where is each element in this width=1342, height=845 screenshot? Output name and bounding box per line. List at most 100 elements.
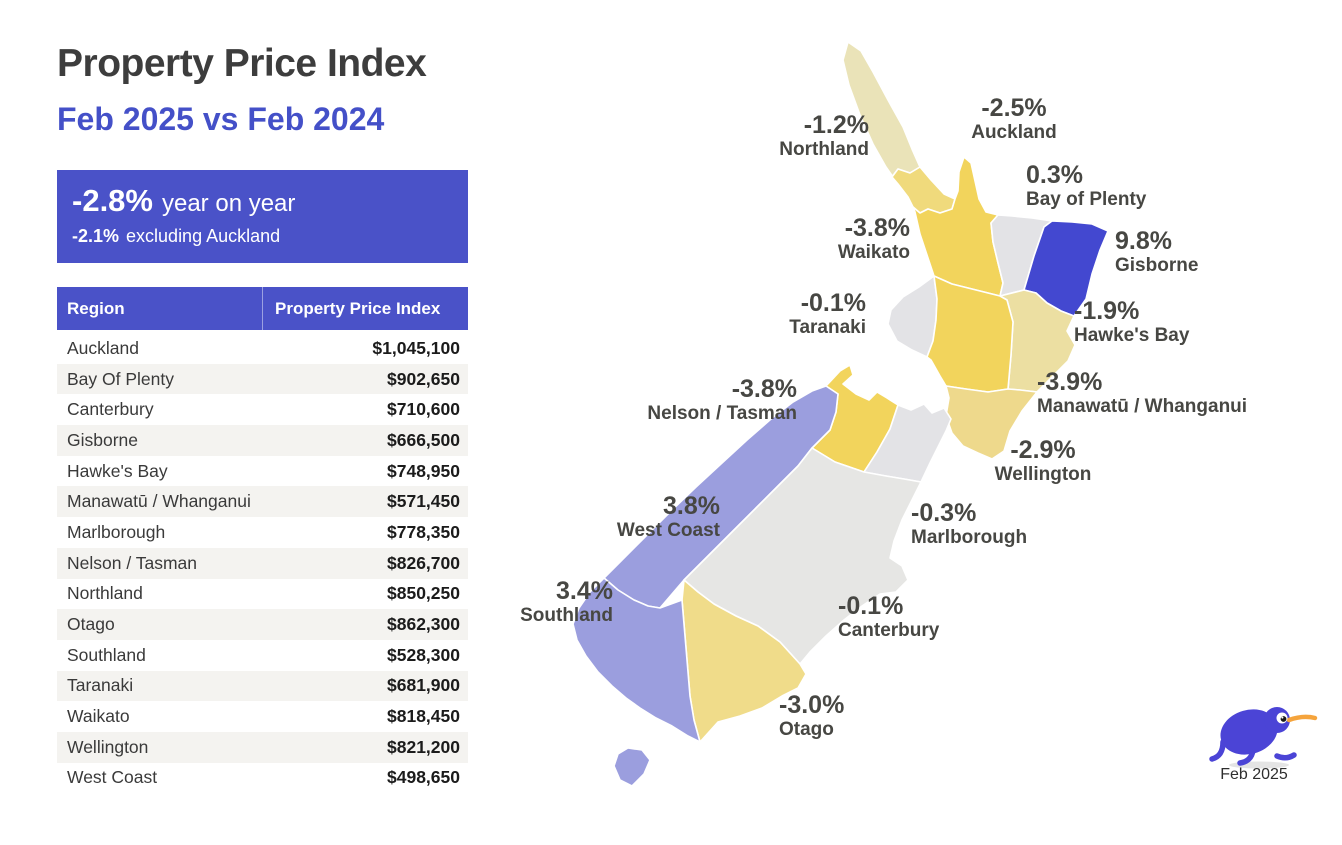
region-name: Taranaki xyxy=(789,317,866,339)
map-label-southland: 3.4% Southland xyxy=(520,578,613,626)
region-name: Wellington xyxy=(994,464,1092,486)
value-cell: $666,500 xyxy=(387,429,460,450)
value-cell: $498,650 xyxy=(387,767,460,788)
region-canterbury xyxy=(683,447,922,665)
excl-auckland-value: -2.1% xyxy=(72,226,120,246)
percent-value: -3.8% xyxy=(844,214,910,242)
region-cell: Manawatū / Whanganui xyxy=(67,491,251,512)
map-label-wellington: -2.9% Wellington xyxy=(995,437,1092,485)
value-cell: $681,900 xyxy=(387,675,460,696)
region-name: Nelson / Tasman xyxy=(647,403,797,425)
map-label-otago: -3.0% Otago xyxy=(779,692,844,740)
table-row: Nelson / Tasman $826,700 xyxy=(57,547,468,579)
map-label-hawkes-bay: -1.9% Hawke's Bay xyxy=(1074,298,1189,346)
table-row: Manawatū / Whanganui $571,450 xyxy=(57,486,468,518)
value-cell: $778,350 xyxy=(387,521,460,542)
national-change-value: -2.8% xyxy=(72,183,153,218)
region-name: West Coast xyxy=(616,520,720,542)
region-name: Canterbury xyxy=(838,620,940,642)
region-marlborough xyxy=(863,403,952,483)
table-row: Otago $862,300 xyxy=(57,609,468,640)
region-cell: Hawke's Bay xyxy=(67,460,168,481)
value-cell: $528,300 xyxy=(387,644,460,665)
price-index-table: Region Property Price Index Auckland $1,0… xyxy=(57,287,468,793)
region-name: Hawke's Bay xyxy=(1074,325,1190,347)
kiwi-bird-icon xyxy=(1209,707,1318,769)
region-name: Auckland xyxy=(971,122,1057,144)
region-southland xyxy=(572,577,701,743)
page-title: Property Price Index xyxy=(57,42,427,85)
region-cell: Auckland xyxy=(67,337,139,358)
table-row: West Coast $498,650 xyxy=(57,763,468,794)
region-auckland xyxy=(891,166,956,214)
column-header-index: Property Price Index xyxy=(262,287,468,330)
region-name: Waikato xyxy=(837,242,910,264)
region-name: Southland xyxy=(520,605,613,627)
national-change-label: year on year xyxy=(161,190,296,217)
region-name: Manawatū / Whanganui xyxy=(1037,396,1248,418)
table-row: Gisborne $666,500 xyxy=(57,425,468,456)
percent-value: -0.1% xyxy=(838,592,904,620)
page-subtitle: Feb 2025 vs Feb 2024 xyxy=(57,101,385,137)
map-label-manawatu-whanganui: -3.9% Manawatū / Whanganui xyxy=(1037,369,1247,417)
summary-banner: -2.8% year on year -2.1% excluding Auckl… xyxy=(57,170,468,263)
value-cell: $821,200 xyxy=(387,736,460,757)
table-row: Marlborough $778,350 xyxy=(57,517,468,548)
footer-date: Feb 2025 xyxy=(1220,766,1288,783)
map-label-gisborne: 9.8% Gisborne xyxy=(1115,228,1198,276)
percent-value: -1.9% xyxy=(1074,297,1140,325)
percent-value: 3.4% xyxy=(556,577,613,605)
table-row: Southland $528,300 xyxy=(57,640,468,671)
region-name: Otago xyxy=(779,719,834,741)
value-cell: $826,700 xyxy=(387,552,460,573)
region-cell: Otago xyxy=(67,614,115,635)
map-label-taranaki: -0.1% Taranaki xyxy=(789,290,866,338)
table-row: Northland $850,250 xyxy=(57,579,468,610)
percent-value: -3.8% xyxy=(731,375,797,403)
value-cell: $748,950 xyxy=(387,460,460,481)
value-cell: $710,600 xyxy=(387,399,460,420)
value-cell: $818,450 xyxy=(387,706,460,727)
table-row: Bay Of Plenty $902,650 xyxy=(57,363,468,395)
region-cell: West Coast xyxy=(67,767,158,788)
region-cell: Nelson / Tasman xyxy=(67,552,198,573)
map-label-nelson-tasman: -3.8% Nelson / Tasman xyxy=(647,376,797,424)
region-stewart-island xyxy=(613,747,651,787)
table-row: Canterbury $710,600 xyxy=(57,394,468,425)
region-cell: Taranaki xyxy=(67,675,134,696)
region-name: Northland xyxy=(779,139,869,161)
percent-value: 3.8% xyxy=(663,492,720,520)
value-cell: $1,045,100 xyxy=(372,337,460,358)
value-cell: $571,450 xyxy=(387,491,460,512)
map-label-northland: -1.2% Northland xyxy=(779,112,869,160)
region-cell: Bay Of Plenty xyxy=(67,368,174,389)
region-name: Bay of Plenty xyxy=(1026,189,1147,211)
table-row: Auckland $1,045,100 xyxy=(57,333,468,364)
region-name: Marlborough xyxy=(911,527,1028,549)
table-body: Auckland $1,045,100 Bay Of Plenty $902,650… xyxy=(57,333,468,793)
percent-value: -0.3% xyxy=(911,499,977,527)
region-cell: Marlborough xyxy=(67,521,166,542)
summary-main-line: -2.8% year on year xyxy=(72,183,452,219)
map-label-waikato: -3.8% Waikato xyxy=(838,215,910,263)
percent-value: 9.8% xyxy=(1115,227,1172,255)
region-cell: Gisborne xyxy=(67,429,139,450)
percent-value: -2.5% xyxy=(981,94,1047,122)
value-cell: $862,300 xyxy=(387,614,460,635)
table-row: Taranaki $681,900 xyxy=(57,670,468,702)
value-cell: $902,650 xyxy=(387,368,460,389)
percent-value: -3.9% xyxy=(1037,368,1103,396)
percent-value: -0.1% xyxy=(800,289,866,317)
value-cell: $850,250 xyxy=(387,583,460,604)
table-row: Wellington $821,200 xyxy=(57,731,468,763)
region-cell: Wellington xyxy=(67,736,149,757)
table-row: Waikato $818,450 xyxy=(57,701,468,732)
percent-value: -1.2% xyxy=(803,111,869,139)
table-row: Hawke's Bay $748,950 xyxy=(57,456,468,487)
table-header: Region Property Price Index xyxy=(57,287,468,330)
map-label-bay-of-plenty: 0.3% Bay of Plenty xyxy=(1026,162,1146,210)
region-cell: Canterbury xyxy=(67,399,154,420)
percent-value: 0.3% xyxy=(1026,161,1083,189)
map-label-marlborough: -0.3% Marlborough xyxy=(911,500,1027,548)
